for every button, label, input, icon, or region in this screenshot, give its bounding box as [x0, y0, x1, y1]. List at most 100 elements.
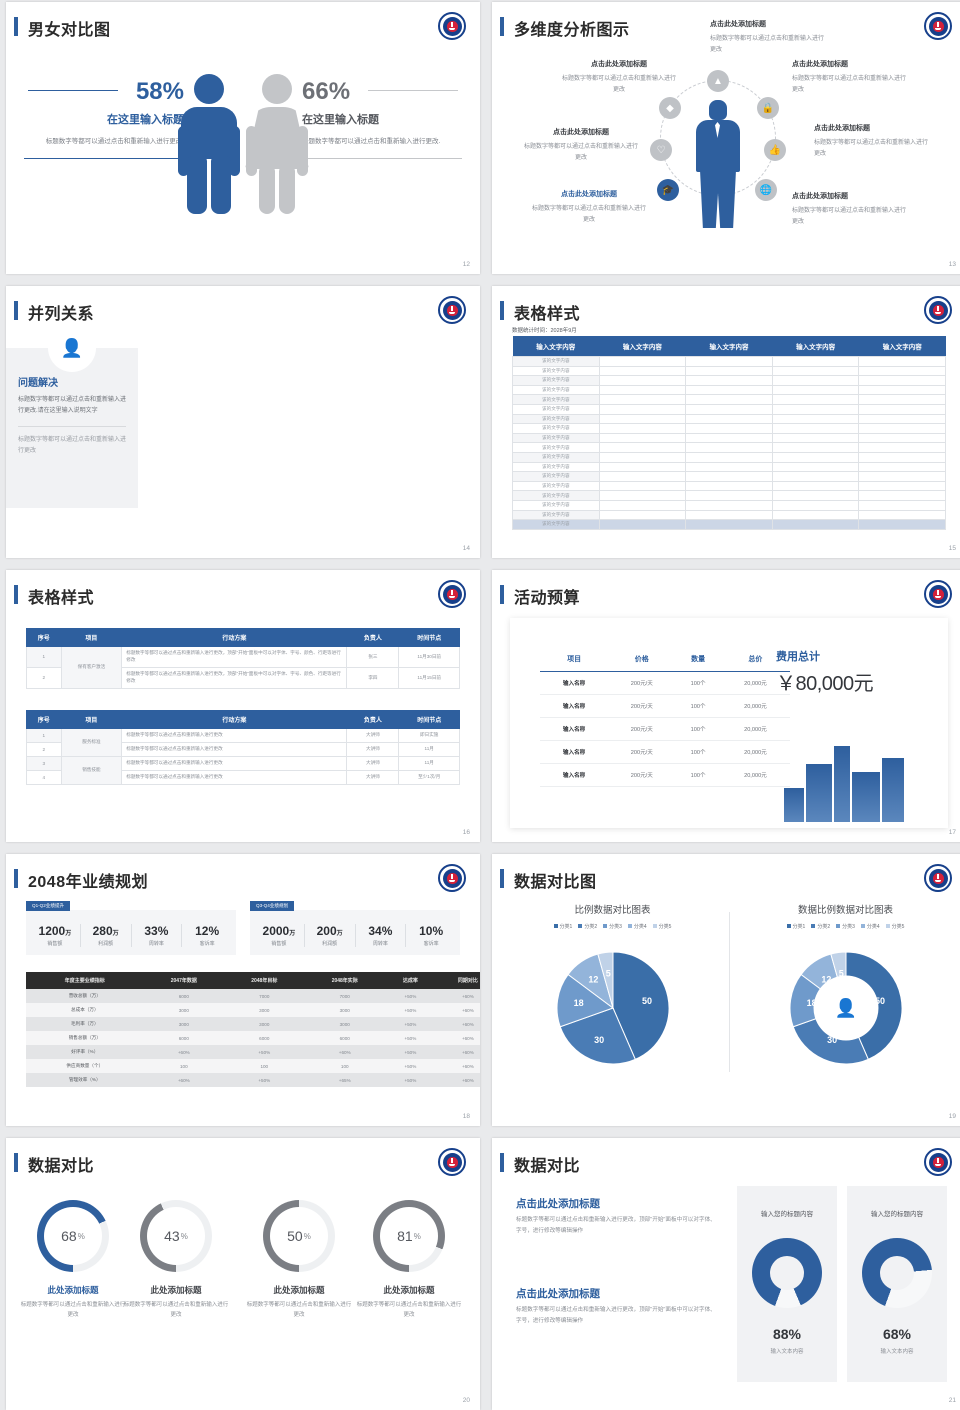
table-row[interactable]: 管理效率（%） +60% +50% +65% +50% +60% — [26, 1073, 480, 1087]
table-row[interactable]: 该的文字内容 — [512, 451, 946, 463]
table-row[interactable]: 毛利率（万） 3000 3000 3000 +50% +60% — [26, 1017, 480, 1031]
cell-empty[interactable] — [771, 375, 860, 386]
caption-upper-left[interactable]: 点击此处添加标题 标题数字等都可以通过点击和重新输入进行更改 — [560, 60, 678, 96]
table-row[interactable]: 该的文字内容 — [512, 423, 946, 434]
cell-empty[interactable] — [771, 432, 860, 444]
chart-legend[interactable]: 分类1 分类2 分类3 分类4 分类5 — [500, 923, 725, 930]
data-table[interactable]: 输入文字内容 输入文字内容 输入文字内容 输入文字内容 输入文字内容 该的文字内容 该的文… — [512, 336, 946, 530]
rocket-icon[interactable]: ▲ — [707, 70, 729, 92]
legend-item[interactable]: 分类1 — [786, 923, 805, 930]
legend-item[interactable]: 分类4 — [627, 923, 647, 930]
diamond-icon[interactable]: ◆ — [659, 97, 681, 119]
caption-mid-right[interactable]: 点击此处添加标题 标题数字等都可以通过点击和重新输入进行更改 — [814, 124, 932, 160]
cell-empty[interactable] — [771, 356, 860, 367]
legend-item[interactable]: 分类2 — [578, 923, 597, 930]
slide-14[interactable]: 并列关系 👥 团队合作 标题数字等都可以通过点击和重新输入进行更改.请在这里输入… — [6, 286, 480, 558]
cell-action[interactable]: 标题数字等都可以通过点击和重新输入进行更改 — [121, 741, 348, 757]
cell-empty[interactable] — [858, 451, 946, 463]
cell-action[interactable]: 标题数字等都可以通过点击和重新输入进行更改，顶部"开始"面板中可以对字体、字号、… — [121, 666, 348, 689]
cell-empty[interactable] — [685, 413, 773, 425]
cell-empty[interactable] — [858, 394, 946, 405]
legend-item[interactable]: 分类5 — [885, 923, 904, 930]
lock-icon[interactable]: 🔒 — [757, 97, 779, 119]
cell-empty[interactable] — [771, 499, 860, 511]
table-row[interactable]: 1 服务标准 标题数字等都可以通过点击和重新输入进行更改 大讲师 即日实施 — [26, 728, 460, 757]
table-row[interactable]: 3 销售技能 标题数字等都可以通过点击和重新输入进行更改 大讲师 11月 — [26, 755, 460, 785]
caption-top[interactable]: 点击此处添加标题 标题数字等都可以通过点击和重新输入进行更改 — [710, 20, 828, 56]
cell-empty[interactable] — [685, 490, 773, 501]
pie-chart[interactable]: 50 30 18 12 5 — [500, 938, 725, 1078]
slide-16[interactable]: 表格样式 序号 项目 行动方案 负责人 时间节点 1 保有客户激活 标题数字等都可以通过点击和… — [6, 570, 480, 842]
legend-item[interactable]: 分类3 — [836, 923, 855, 930]
table-row[interactable]: 营收总额（万） 6000 7000 7000 +50% +60% — [26, 989, 480, 1003]
cell-empty[interactable] — [685, 451, 773, 463]
cell-empty[interactable] — [685, 519, 773, 530]
slide-20[interactable]: 数据对比 68% 此处添加标题 标题数字等都可以通过点击和重新输入进行更改 43% 此处… — [6, 1138, 480, 1410]
slide-13[interactable]: 多维度分析图示 点击此处添加标题 标题数字等都可以通过点击和重新输入进行更改 点… — [492, 2, 960, 274]
cell-action[interactable]: 标题数字等都可以通过点击和重新输入进行更改，顶部"开始"面板中可以对字体、字号、… — [121, 646, 348, 668]
legend-item[interactable]: 分类5 — [652, 923, 671, 930]
cell-empty[interactable] — [858, 499, 946, 511]
table-row[interactable]: 好评率（%） +60% +50% +60% +50% +60% — [26, 1045, 480, 1059]
table-row[interactable]: 供应商数量（个） 100 100 100 +50% +60% — [26, 1059, 480, 1073]
table-row[interactable]: 该的文字内容 — [512, 365, 946, 377]
cell-empty[interactable] — [858, 432, 946, 444]
cell-empty[interactable] — [858, 423, 946, 434]
chart-legend[interactable]: 分类1 分类2 分类3 分类4 分类5 — [733, 923, 958, 930]
table-row[interactable]: 该的文字内容 — [512, 356, 946, 367]
legend-item[interactable]: 分类3 — [603, 923, 622, 930]
cell-empty[interactable] — [858, 461, 946, 473]
table-row[interactable]: 该的文字内容 — [512, 442, 946, 453]
caption-lower-left[interactable]: 点击此处添加标题 标题数字等都可以通过点击和重新输入进行更改 — [530, 190, 648, 226]
donut-card[interactable]: 输入您的标题内容 68% 输入文本内容 — [847, 1186, 947, 1382]
cell-empty[interactable] — [598, 442, 687, 453]
cell-empty[interactable] — [858, 365, 946, 377]
cell-empty[interactable] — [598, 490, 687, 501]
cell-empty[interactable] — [771, 442, 860, 453]
cell-empty[interactable] — [598, 413, 687, 425]
table-row[interactable]: 该的文字内容 — [512, 375, 946, 386]
heart-icon[interactable]: ♡ — [650, 139, 672, 161]
cell-empty[interactable] — [858, 413, 946, 425]
pie-slice[interactable] — [612, 951, 669, 1061]
cell-empty[interactable] — [771, 384, 860, 396]
cell-action[interactable]: 标题数字等都可以通过点击和重新输入进行更改 — [121, 728, 348, 743]
table-row[interactable]: 输入名称 200元/天 100个 20,000元 — [540, 763, 790, 787]
cell-empty[interactable] — [685, 432, 773, 444]
cell-empty[interactable] — [598, 375, 687, 386]
cell-empty[interactable] — [858, 356, 946, 367]
table-row[interactable]: 该的文字内容 — [512, 499, 946, 511]
table-row[interactable]: 该的文字内容 — [512, 519, 946, 530]
table-row[interactable]: 输入名称 200元/天 100个 20,000元 — [540, 717, 790, 741]
table-row[interactable]: 该的文字内容 — [512, 490, 946, 501]
card-problem-solving[interactable]: 👤 问题解决 标题数字等都可以通过点击和重新输入进行更改.请在这里输入说明文字 … — [6, 324, 138, 508]
caption-upper-right[interactable]: 点击此处添加标题 标题数字等都可以通过点击和重新输入进行更改 — [792, 60, 910, 96]
caption-mid-left[interactable]: 点击此处添加标题 标题数字等都可以通过点击和重新输入进行更改 — [522, 128, 640, 164]
cell-empty[interactable] — [858, 403, 946, 415]
table-row[interactable]: 该的文字内容 — [512, 432, 946, 444]
table-row[interactable]: 该的文字内容 — [512, 471, 946, 482]
cell-empty[interactable] — [771, 394, 860, 405]
cell-empty[interactable] — [598, 394, 687, 405]
cell-empty[interactable] — [858, 509, 946, 521]
table-row[interactable]: 2 标题数字等都可以通过点击和重新输入进行更改 大讲师 11月 — [26, 741, 460, 757]
cell-empty[interactable] — [858, 384, 946, 396]
pie-slice[interactable] — [559, 1007, 636, 1065]
table-row[interactable]: 2 标题数字等都可以通过点击和重新输入进行更改，顶部"开始"面板中可以对字体、字号… — [26, 666, 460, 689]
table-row[interactable]: 输入名称 200元/天 100个 20,000元 — [540, 671, 790, 695]
cell-empty[interactable] — [771, 403, 860, 415]
cell-empty[interactable] — [598, 365, 687, 377]
progress-item[interactable]: 68% 此处添加标题 标题数字等都可以通过点击和重新输入进行更改 — [20, 1200, 126, 1321]
cell-empty[interactable] — [858, 519, 946, 530]
cell-empty[interactable] — [771, 490, 860, 501]
cell-empty[interactable] — [685, 480, 773, 492]
globe-icon[interactable]: 🌐 — [755, 179, 777, 201]
cell-empty[interactable] — [771, 451, 860, 463]
cell-empty[interactable] — [598, 432, 687, 444]
cell-empty[interactable] — [685, 384, 773, 396]
cell-empty[interactable] — [598, 384, 687, 396]
table-row[interactable]: 输入名称 200元/天 100个 20,000元 — [540, 740, 790, 764]
legend-item[interactable]: 分类1 — [553, 923, 572, 930]
progress-item[interactable]: 81% 此处添加标题 标题数字等都可以通过点击和重新输入进行更改 — [356, 1200, 462, 1321]
cell-empty[interactable] — [598, 480, 687, 492]
